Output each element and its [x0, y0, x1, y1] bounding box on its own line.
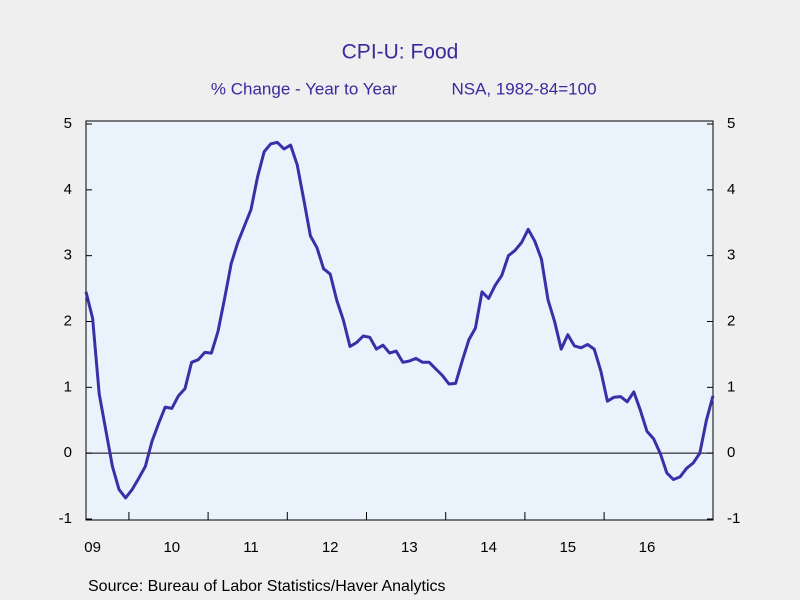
x-tick-label: 12: [322, 539, 339, 556]
y-tick-label: -1: [59, 510, 72, 527]
y-tick-label: 5: [64, 115, 72, 132]
y2-tick-label: 4: [727, 181, 735, 198]
x-tick-label: 14: [480, 539, 497, 556]
plot-area: [85, 120, 714, 521]
x-tick-label: 15: [559, 539, 576, 556]
chart-note: NSA, 1982-84=100: [451, 79, 596, 98]
y2-tick-label: 2: [727, 312, 735, 329]
y-tick-label: 2: [64, 312, 72, 329]
x-tick-label: 10: [163, 539, 180, 556]
y-tick-label: 3: [64, 247, 72, 264]
y-tick-label: 1: [64, 378, 72, 395]
y2-tick-label: 5: [727, 115, 735, 132]
y2-tick-label: -1: [727, 510, 740, 527]
y-tick-label: 4: [64, 181, 72, 198]
x-tick-label: 11: [243, 539, 259, 556]
series-line: [84, 140, 715, 500]
y-tick-label: 0: [64, 444, 72, 461]
chart-title: CPI-U: Food: [342, 41, 459, 64]
chart-subtitle: % Change - Year to Year: [211, 79, 398, 98]
y2-tick-label: 3: [727, 247, 735, 264]
x-tick-label: 09: [84, 539, 101, 556]
source: Source: Bureau of Labor Statistics/Haver…: [88, 578, 446, 595]
y2-tick-label: 1: [727, 378, 735, 395]
x-tick-label: 13: [401, 539, 418, 556]
x-tick-label: 16: [639, 539, 656, 556]
y2-tick-label: 0: [727, 444, 735, 461]
